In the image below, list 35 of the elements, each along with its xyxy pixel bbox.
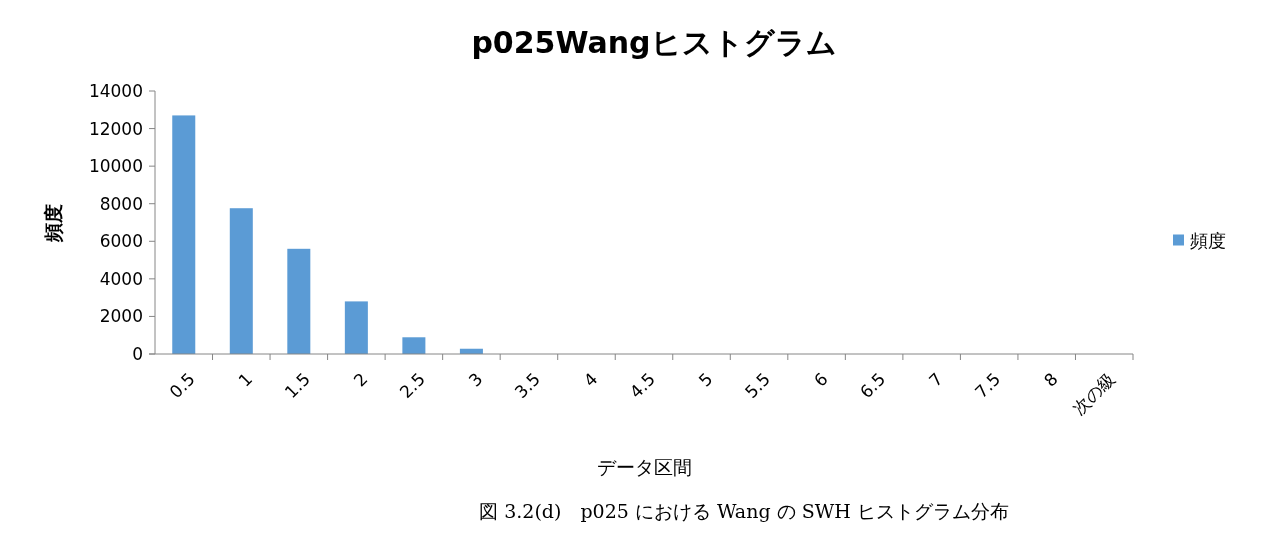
chart-title: p025Wangヒストグラム bbox=[471, 25, 837, 60]
x-tick-label: 6.5 bbox=[855, 368, 890, 403]
y-tick-label: 14000 bbox=[88, 80, 143, 101]
x-axis-title: データ区間 bbox=[596, 456, 692, 478]
x-tick-label: 1.5 bbox=[280, 368, 314, 403]
y-tick-label: 0 bbox=[132, 343, 143, 364]
x-tick-label: 1 bbox=[234, 368, 257, 391]
x-tick-label: 4.5 bbox=[625, 368, 660, 403]
x-tick-label: 5.5 bbox=[740, 368, 775, 403]
y-tick-label: 6000 bbox=[99, 231, 143, 252]
y-tick-label: 12000 bbox=[88, 118, 143, 139]
y-tick-label: 2000 bbox=[99, 306, 143, 327]
bar bbox=[172, 115, 196, 354]
x-tick-label: 6 bbox=[809, 368, 832, 391]
y-axis-title: 頻度 bbox=[42, 203, 64, 243]
x-tick-label: 7.5 bbox=[970, 368, 1005, 403]
x-tick-label: 3.5 bbox=[510, 368, 544, 403]
y-tick-label: 4000 bbox=[99, 268, 143, 289]
bar bbox=[344, 301, 368, 354]
x-tick-label: 5 bbox=[694, 368, 717, 391]
x-tick-label: 0.5 bbox=[165, 368, 199, 403]
x-tick-label: 次の級 bbox=[1069, 368, 1120, 420]
x-tick-label: 4 bbox=[579, 368, 602, 391]
y-tick-label: 10000 bbox=[88, 156, 143, 177]
x-tick-label: 2.5 bbox=[395, 368, 429, 403]
caption: 図 3.2(d) p025 における Wang の SWH ヒストグラム分布 bbox=[479, 500, 1009, 522]
x-tick-label: 3 bbox=[464, 368, 487, 391]
legend-label: 頻度 bbox=[1190, 229, 1226, 251]
x-tick-label: 7 bbox=[924, 368, 947, 391]
bar bbox=[402, 337, 426, 354]
y-tick-label: 8000 bbox=[99, 193, 143, 214]
x-tick-label: 2 bbox=[349, 368, 372, 391]
bar bbox=[287, 248, 311, 354]
bar bbox=[229, 208, 253, 354]
x-tick-label: 8 bbox=[1039, 368, 1062, 391]
